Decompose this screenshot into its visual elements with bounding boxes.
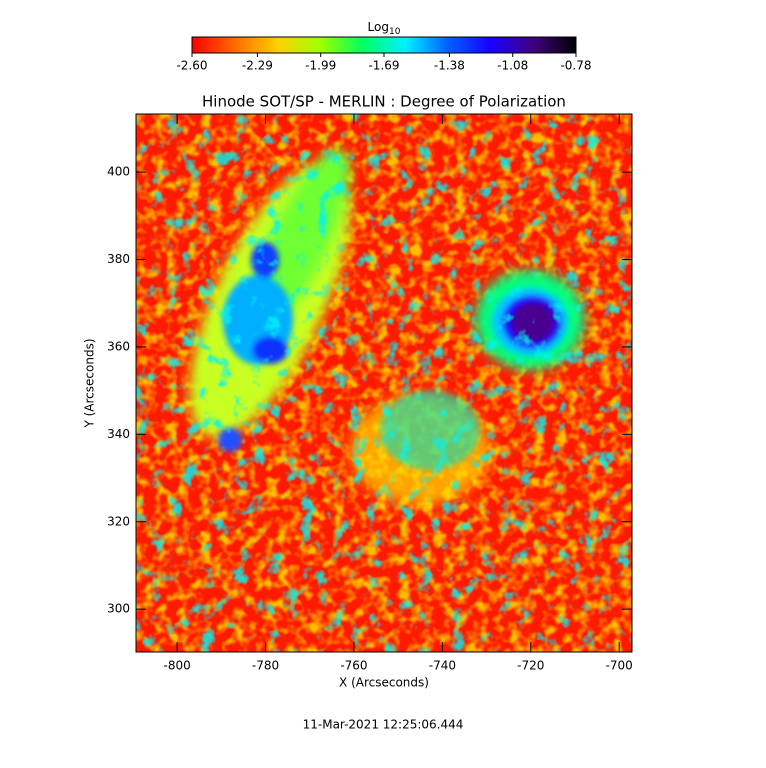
plot-frame <box>135 113 633 653</box>
y-tick-label: 360 <box>107 339 130 353</box>
x-tick-label: -720 <box>517 659 544 673</box>
colorbar-label: Log10 <box>368 20 401 37</box>
heatmap-image <box>136 114 632 652</box>
x-tick-label: -740 <box>429 659 456 673</box>
colorbar-tick-label: -2.60 <box>176 59 207 73</box>
x-tick-label: -800 <box>163 659 190 673</box>
y-tick-label: 340 <box>107 427 130 441</box>
timestamp: 11-Mar-2021 12:25:06.444 <box>303 718 464 732</box>
y-axis-label: Y (Arcseconds) <box>83 338 97 428</box>
y-tick-label: 380 <box>107 252 130 266</box>
colorbar-tick-label: -2.29 <box>242 59 273 73</box>
y-tick-label: 300 <box>107 602 130 616</box>
colorbar-tick-label: -1.69 <box>368 59 399 73</box>
y-tick-label: 320 <box>107 514 130 528</box>
colorbar-tick-label: -1.08 <box>497 59 528 73</box>
x-axis-label: X (Arcseconds) <box>339 676 429 690</box>
y-tick-label: 400 <box>107 165 130 179</box>
colorbar <box>191 36 577 54</box>
colorbar-tick-label: -1.99 <box>305 59 336 73</box>
x-tick-label: -760 <box>340 659 367 673</box>
chart-title: Hinode SOT/SP - MERLIN : Degree of Polar… <box>202 93 566 111</box>
colorbar-label-main: Log <box>368 20 389 34</box>
x-tick-label: -700 <box>606 659 633 673</box>
colorbar-tick-label: -0.78 <box>560 59 591 73</box>
x-tick-label: -780 <box>252 659 279 673</box>
colorbar-label-sub: 10 <box>389 27 401 37</box>
colorbar-tick-label: -1.38 <box>434 59 465 73</box>
